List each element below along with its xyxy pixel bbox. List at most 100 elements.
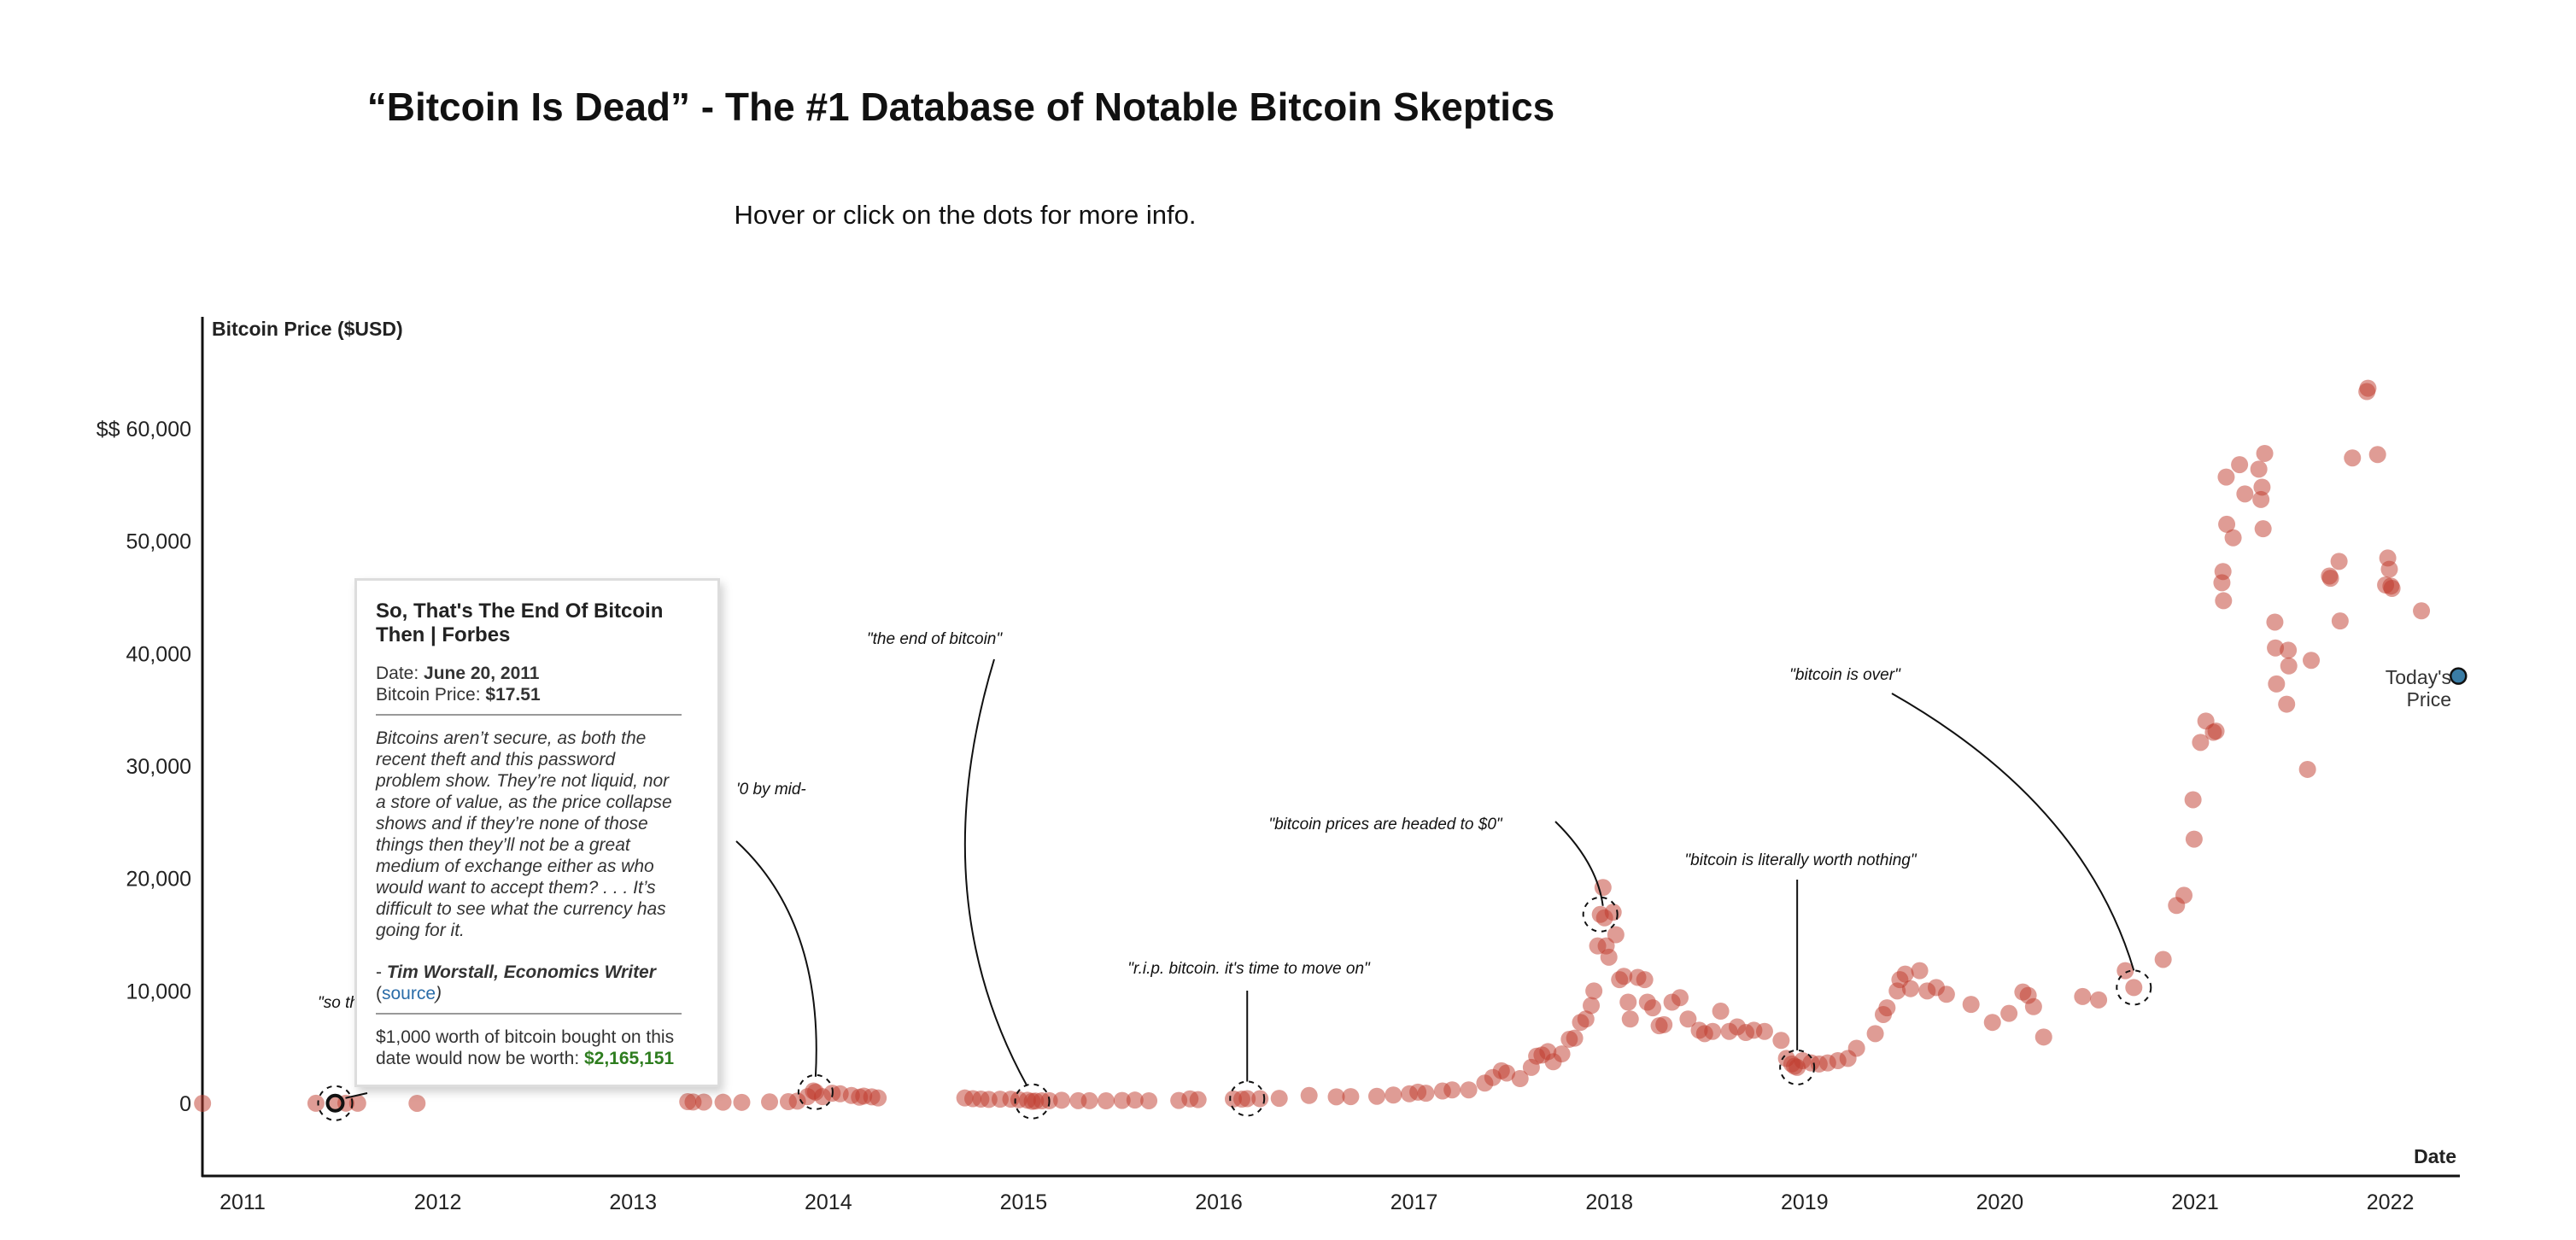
data-point[interactable] <box>1342 1088 1360 1106</box>
data-point[interactable] <box>408 1094 426 1112</box>
data-point[interactable] <box>2214 563 2232 581</box>
data-point[interactable] <box>1460 1081 1478 1099</box>
data-point[interactable] <box>2359 379 2377 397</box>
data-point[interactable] <box>2256 444 2274 462</box>
data-point[interactable] <box>694 1093 712 1111</box>
data-point[interactable] <box>1615 968 1633 986</box>
data-point[interactable] <box>1585 982 1603 1000</box>
data-point[interactable] <box>1052 1091 1070 1109</box>
data-point[interactable] <box>1679 1010 1697 1028</box>
data-point[interactable] <box>2185 830 2203 848</box>
data-point[interactable] <box>1368 1087 1386 1105</box>
data-point[interactable] <box>2215 592 2233 610</box>
data-point[interactable] <box>1712 1003 1730 1021</box>
data-point[interactable] <box>761 1093 779 1111</box>
data-point[interactable] <box>1189 1091 1207 1108</box>
data-point[interactable] <box>2236 485 2254 503</box>
today-price-dot[interactable] <box>2450 667 2468 685</box>
data-point[interactable] <box>1983 1014 2001 1032</box>
data-point[interactable] <box>2267 639 2285 657</box>
data-point[interactable] <box>1655 1015 1673 1033</box>
data-point[interactable] <box>1896 965 1914 983</box>
data-point[interactable] <box>2331 612 2349 630</box>
data-point[interactable] <box>2268 675 2286 693</box>
data-point[interactable] <box>1621 1010 1639 1028</box>
data-point[interactable] <box>1847 1039 1865 1057</box>
data-point[interactable] <box>1583 997 1601 1015</box>
data-point[interactable] <box>1080 1091 1098 1109</box>
data-point[interactable] <box>1866 1025 1884 1043</box>
data-point[interactable] <box>2383 579 2401 597</box>
data-point[interactable] <box>2090 991 2108 1009</box>
data-point[interactable] <box>1327 1088 1345 1106</box>
data-point[interactable] <box>714 1093 732 1111</box>
data-point[interactable] <box>1607 926 1625 944</box>
data-point[interactable] <box>2217 468 2235 486</box>
data-point[interactable] <box>1594 879 1612 897</box>
data-point[interactable] <box>2074 987 2092 1005</box>
data-point[interactable] <box>1644 999 1662 1017</box>
data-point[interactable] <box>1097 1092 1115 1110</box>
data-point[interactable] <box>2116 962 2134 980</box>
data-point[interactable] <box>1772 1032 1790 1050</box>
data-point[interactable] <box>2330 553 2348 570</box>
data-point[interactable] <box>1962 996 1980 1014</box>
data-point[interactable] <box>2184 791 2202 809</box>
data-point[interactable] <box>2280 641 2298 659</box>
data-point[interactable] <box>2253 478 2271 496</box>
data-point[interactable] <box>2125 979 2143 997</box>
data-point[interactable] <box>1140 1091 1158 1109</box>
data-point[interactable] <box>1566 1029 1584 1047</box>
data-point[interactable] <box>2207 722 2225 740</box>
data-point[interactable] <box>2413 602 2431 620</box>
data-point[interactable] <box>1901 980 1919 997</box>
data-point[interactable] <box>2192 734 2210 752</box>
data-point[interactable] <box>307 1094 325 1112</box>
data-point[interactable] <box>2250 460 2268 478</box>
data-point[interactable] <box>2224 529 2242 547</box>
data-point[interactable] <box>1417 1085 1435 1103</box>
data-point[interactable] <box>869 1089 887 1107</box>
data-point[interactable] <box>2000 1004 2018 1022</box>
data-point[interactable] <box>2298 760 2316 778</box>
data-point[interactable] <box>2154 950 2172 968</box>
data-point[interactable] <box>1113 1091 1131 1109</box>
data-point[interactable] <box>2344 449 2362 467</box>
data-point[interactable] <box>1511 1070 1529 1088</box>
data-point[interactable] <box>1498 1064 1516 1082</box>
data-point[interactable] <box>2321 570 2339 588</box>
data-point[interactable] <box>1238 1090 1256 1108</box>
data-point[interactable] <box>348 1094 366 1112</box>
data-point[interactable] <box>1577 1010 1595 1028</box>
data-point[interactable] <box>2252 490 2270 508</box>
data-point[interactable] <box>1704 1022 1722 1040</box>
data-point[interactable] <box>1878 999 1896 1017</box>
data-point[interactable] <box>1600 948 1618 966</box>
data-point[interactable] <box>1636 971 1654 989</box>
data-point[interactable] <box>1443 1081 1461 1099</box>
data-point[interactable] <box>2024 997 2042 1015</box>
data-point[interactable] <box>2218 515 2236 533</box>
data-point[interactable] <box>1385 1086 1402 1104</box>
data-point[interactable] <box>2254 520 2272 538</box>
data-point[interactable] <box>2266 613 2284 631</box>
data-point[interactable] <box>1270 1090 1288 1108</box>
data-point[interactable] <box>733 1093 751 1111</box>
data-point[interactable] <box>1300 1086 1318 1104</box>
data-point[interactable] <box>2380 560 2398 578</box>
data-point[interactable] <box>2175 886 2193 904</box>
data-point[interactable] <box>2034 1028 2052 1046</box>
data-point[interactable] <box>2231 456 2249 474</box>
data-point[interactable] <box>2278 695 2296 713</box>
data-point[interactable] <box>194 1094 212 1112</box>
data-point[interactable] <box>2303 652 2321 670</box>
data-point[interactable] <box>1553 1045 1571 1063</box>
data-point[interactable] <box>1755 1022 1773 1040</box>
data-point[interactable] <box>1619 993 1637 1011</box>
data-point[interactable] <box>2368 446 2386 464</box>
data-point[interactable] <box>1911 962 1929 980</box>
data-point[interactable] <box>1126 1091 1144 1109</box>
data-point[interactable] <box>1671 989 1689 1007</box>
data-point[interactable] <box>2280 657 2298 675</box>
source-link[interactable]: source <box>382 984 436 1003</box>
